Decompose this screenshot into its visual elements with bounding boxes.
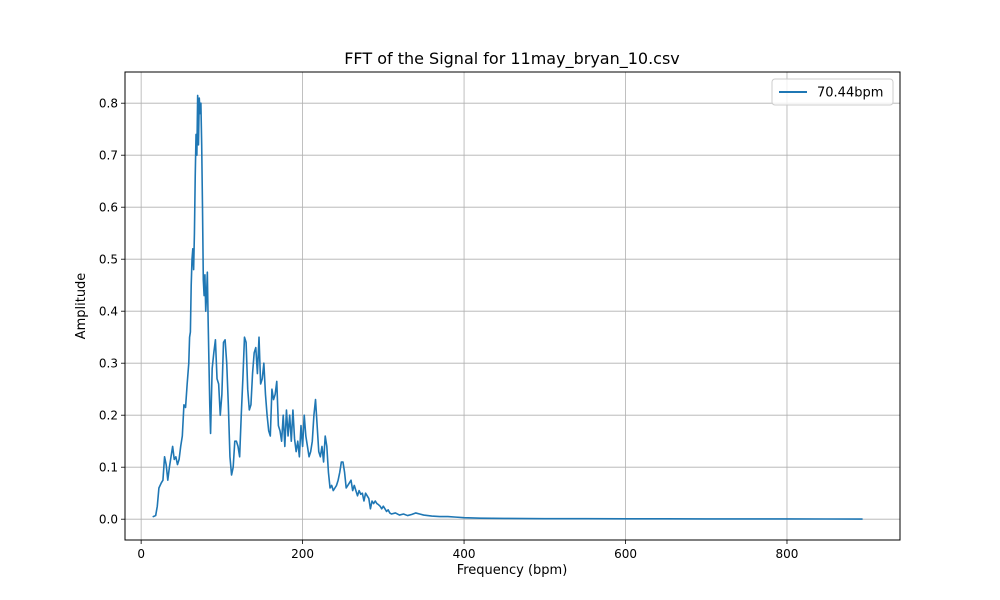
y-tick-label: 0.3 — [99, 357, 118, 371]
x-axis-label: Frequency (bpm) — [457, 563, 568, 578]
y-tick-label: 0.7 — [99, 149, 118, 163]
axis-ticks: 0 200 400 600 800 0.0 0.1 0.2 0.3 0.4 0.5 0.6 0.7 0.8 — [99, 97, 799, 561]
x-tick-label: 0 — [137, 547, 145, 561]
y-tick-label: 0.0 — [99, 513, 118, 527]
series-layer — [152, 94, 863, 520]
x-tick-label: 800 — [776, 547, 799, 561]
legend: 70.44bpm — [771, 78, 894, 106]
y-tick-label: 0.2 — [99, 409, 118, 423]
series-line — [152, 94, 863, 520]
x-tick-label: 400 — [453, 547, 476, 561]
y-tick-label: 0.6 — [99, 201, 118, 215]
grid — [125, 72, 900, 540]
y-tick-label: 0.1 — [99, 461, 118, 475]
y-axis-label: Amplitude — [74, 273, 89, 340]
legend-label: 70.44bpm — [817, 86, 883, 101]
x-tick-label: 200 — [291, 547, 314, 561]
y-tick-label: 0.8 — [99, 97, 118, 111]
y-tick-label: 0.5 — [99, 253, 118, 267]
y-tick-label: 0.4 — [99, 305, 118, 319]
legend-box — [771, 78, 894, 106]
chart-title: FFT of the Signal for 11may_bryan_10.csv — [344, 49, 680, 69]
plot-area-frame — [124, 71, 901, 541]
x-tick-label: 600 — [614, 547, 637, 561]
